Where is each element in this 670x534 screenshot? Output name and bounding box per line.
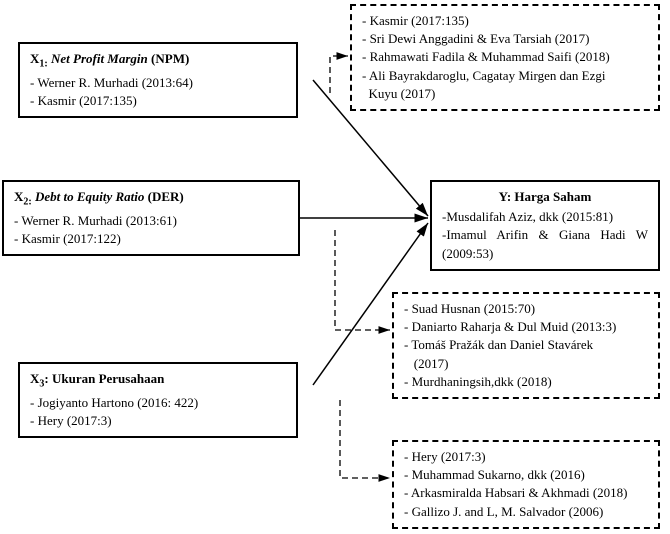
ref-bot-l2: - Muhammad Sukarno, dkk (2016) [404, 466, 648, 484]
ref-top-l1: - Kasmir (2017:135) [362, 12, 648, 30]
x1-line2: - Kasmir (2017:135) [30, 92, 286, 110]
x3-title-rest: : Ukuran Perusahaan [44, 371, 164, 386]
x2-box: X2: Debt to Equity Ratio (DER) - Werner … [2, 180, 300, 256]
ref-mid-l2: - Daniarto Raharja & Dul Muid (2013:3) [404, 318, 648, 336]
y-line1: -Musdalifah Aziz, dkk (2015:81) [442, 208, 648, 226]
ref-mid-box: - Suad Husnan (2015:70) - Daniarto Rahar… [392, 292, 660, 399]
ref-top-l4: - Ali Bayrakdaroglu, Cagatay Mirgen dan … [362, 67, 648, 85]
x3-title: X3: Ukuran Perusahaan [30, 370, 286, 392]
y-box: Y: Harga Saham -Musdalifah Aziz, dkk (20… [430, 180, 660, 271]
ref-bot-l1: - Hery (2017:3) [404, 448, 648, 466]
ref-mid-l5: - Murdhaningsih,dkk (2018) [404, 373, 648, 391]
x2-line1: - Werner R. Murhadi (2013:61) [14, 212, 288, 230]
x1-box: X1: Net Profit Margin (NPM) - Werner R. … [18, 42, 298, 118]
ref-top-l3: - Rahmawati Fadila & Muhammad Saifi (201… [362, 48, 648, 66]
ref-bot-l3: - Arkasmiralda Habsari & Akhmadi (2018) [404, 484, 648, 502]
ref-top-box: - Kasmir (2017:135) - Sri Dewi Anggadini… [350, 4, 660, 111]
ref-mid-l4: (2017) [404, 355, 648, 373]
x3-title-x: X [30, 371, 39, 386]
x3-box: X3: Ukuran Perusahaan - Jogiyanto Harton… [18, 362, 298, 438]
ref-mid-l1: - Suad Husnan (2015:70) [404, 300, 648, 318]
x3-line1: - Jogiyanto Hartono (2016: 422) [30, 394, 286, 412]
x1-title-suffix: (NPM) [148, 51, 190, 66]
x2-line2: - Kasmir (2017:122) [14, 230, 288, 248]
x1-title-italic: Net Profit Margin [51, 51, 148, 66]
x1-title: X1: Net Profit Margin (NPM) [30, 50, 286, 72]
x1-title-sub: 1: [39, 59, 47, 70]
x3-line2: - Hery (2017:3) [30, 412, 286, 430]
x2-title-sub: 2: [23, 197, 31, 208]
x2-title: X2: Debt to Equity Ratio (DER) [14, 188, 288, 210]
ref-mid-l3: - Tomáš Pražák dan Daniel Stavárek [404, 336, 648, 354]
ref-bot-l4: - Gallizo J. and L, M. Salvador (2006) [404, 503, 648, 521]
ref-bot-box: - Hery (2017:3) - Muhammad Sukarno, dkk … [392, 440, 660, 529]
ref-top-l5: Kuyu (2017) [362, 85, 648, 103]
y-line2: -Imamul Arifin & Giana Hadi W (2009:53) [442, 226, 648, 262]
ref-top-l2: - Sri Dewi Anggadini & Eva Tarsiah (2017… [362, 30, 648, 48]
x1-line1: - Werner R. Murhadi (2013:64) [30, 74, 286, 92]
x2-title-suffix: (DER) [144, 189, 183, 204]
x2-title-italic: Debt to Equity Ratio [35, 189, 144, 204]
x1-title-x: X [30, 51, 39, 66]
y-title: Y: Harga Saham [442, 188, 648, 206]
x2-title-x: X [14, 189, 23, 204]
